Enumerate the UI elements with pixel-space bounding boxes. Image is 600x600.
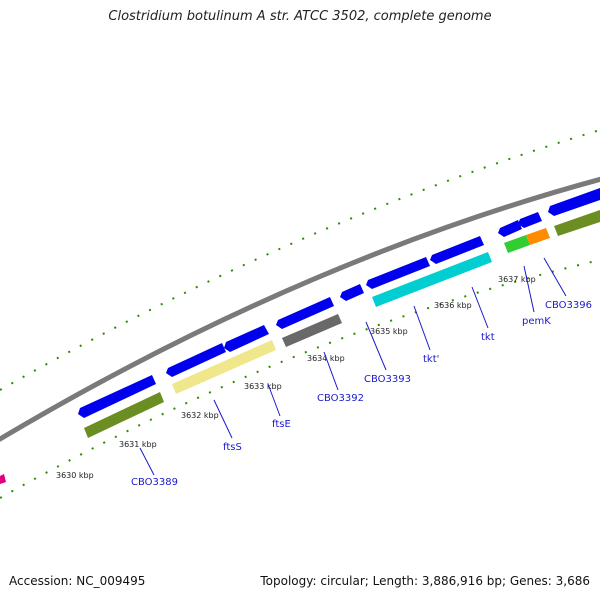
gene-band-green[interactable]: [504, 235, 530, 253]
tick-label: 3631 kbp: [119, 440, 157, 449]
gene-label-CBO3393[interactable]: CBO3393: [364, 374, 411, 385]
gene-label-ftsE[interactable]: ftsE: [272, 419, 291, 430]
cds-arrow[interactable]: [548, 188, 600, 216]
outer-tick-track: [0, 129, 600, 391]
tick-label: 3637 kbp: [498, 275, 536, 284]
tick-label: 3630 kbp: [56, 471, 94, 480]
cds-arrow[interactable]: [276, 297, 334, 329]
gene-label-pemK[interactable]: pemK: [522, 316, 551, 327]
label-leader-lines: [139, 257, 567, 476]
tick-label: 3633 kbp: [244, 382, 282, 391]
tick-label: 3634 kbp: [307, 354, 345, 363]
cds-arrow[interactable]: [78, 375, 156, 418]
tick-label: 3636 kbp: [434, 301, 472, 310]
tick-label: 3635 kbp: [370, 327, 408, 336]
gene-label-CBO3392[interactable]: CBO3392: [317, 393, 364, 404]
gene-band-ftsS-ftsE[interactable]: [172, 340, 276, 394]
inner-tick-track: [0, 259, 600, 499]
gene-band-magenta[interactable]: [0, 474, 6, 484]
gene-label-tkt-prime[interactable]: tkt': [423, 354, 439, 365]
cds-arrow[interactable]: [430, 236, 484, 264]
gene-label-ftsS[interactable]: ftsS: [223, 442, 242, 453]
accession-text: Accession: NC_009495: [9, 574, 146, 588]
genome-backbone: [0, 176, 600, 442]
cds-arrow[interactable]: [518, 212, 542, 228]
tick-label: 3632 kbp: [181, 411, 219, 420]
gene-band-pemK[interactable]: [526, 228, 550, 245]
gene-label-tkt[interactable]: tkt: [481, 332, 495, 343]
cds-arrow[interactable]: [166, 343, 226, 377]
gene-band-CBO3396[interactable]: [554, 210, 600, 236]
feature-bands: [0, 210, 600, 484]
cds-arrow[interactable]: [498, 220, 522, 237]
cds-arrow[interactable]: [224, 325, 269, 352]
gene-band-CBO3389[interactable]: [84, 392, 164, 438]
cds-arrow[interactable]: [366, 257, 430, 289]
gene-label-CBO3396[interactable]: CBO3396: [545, 300, 592, 311]
genome-summary-text: Topology: circular; Length: 3,886,916 bp…: [260, 574, 590, 588]
cds-arrow[interactable]: [340, 284, 364, 301]
gene-band-CBO3392[interactable]: [282, 314, 342, 347]
map-title: Clostridium botulinum A str. ATCC 3502, …: [108, 9, 492, 24]
gene-label-CBO3389[interactable]: CBO3389: [131, 477, 178, 488]
cds-arrows: [78, 188, 600, 418]
gene-band-tkt[interactable]: [372, 252, 492, 307]
